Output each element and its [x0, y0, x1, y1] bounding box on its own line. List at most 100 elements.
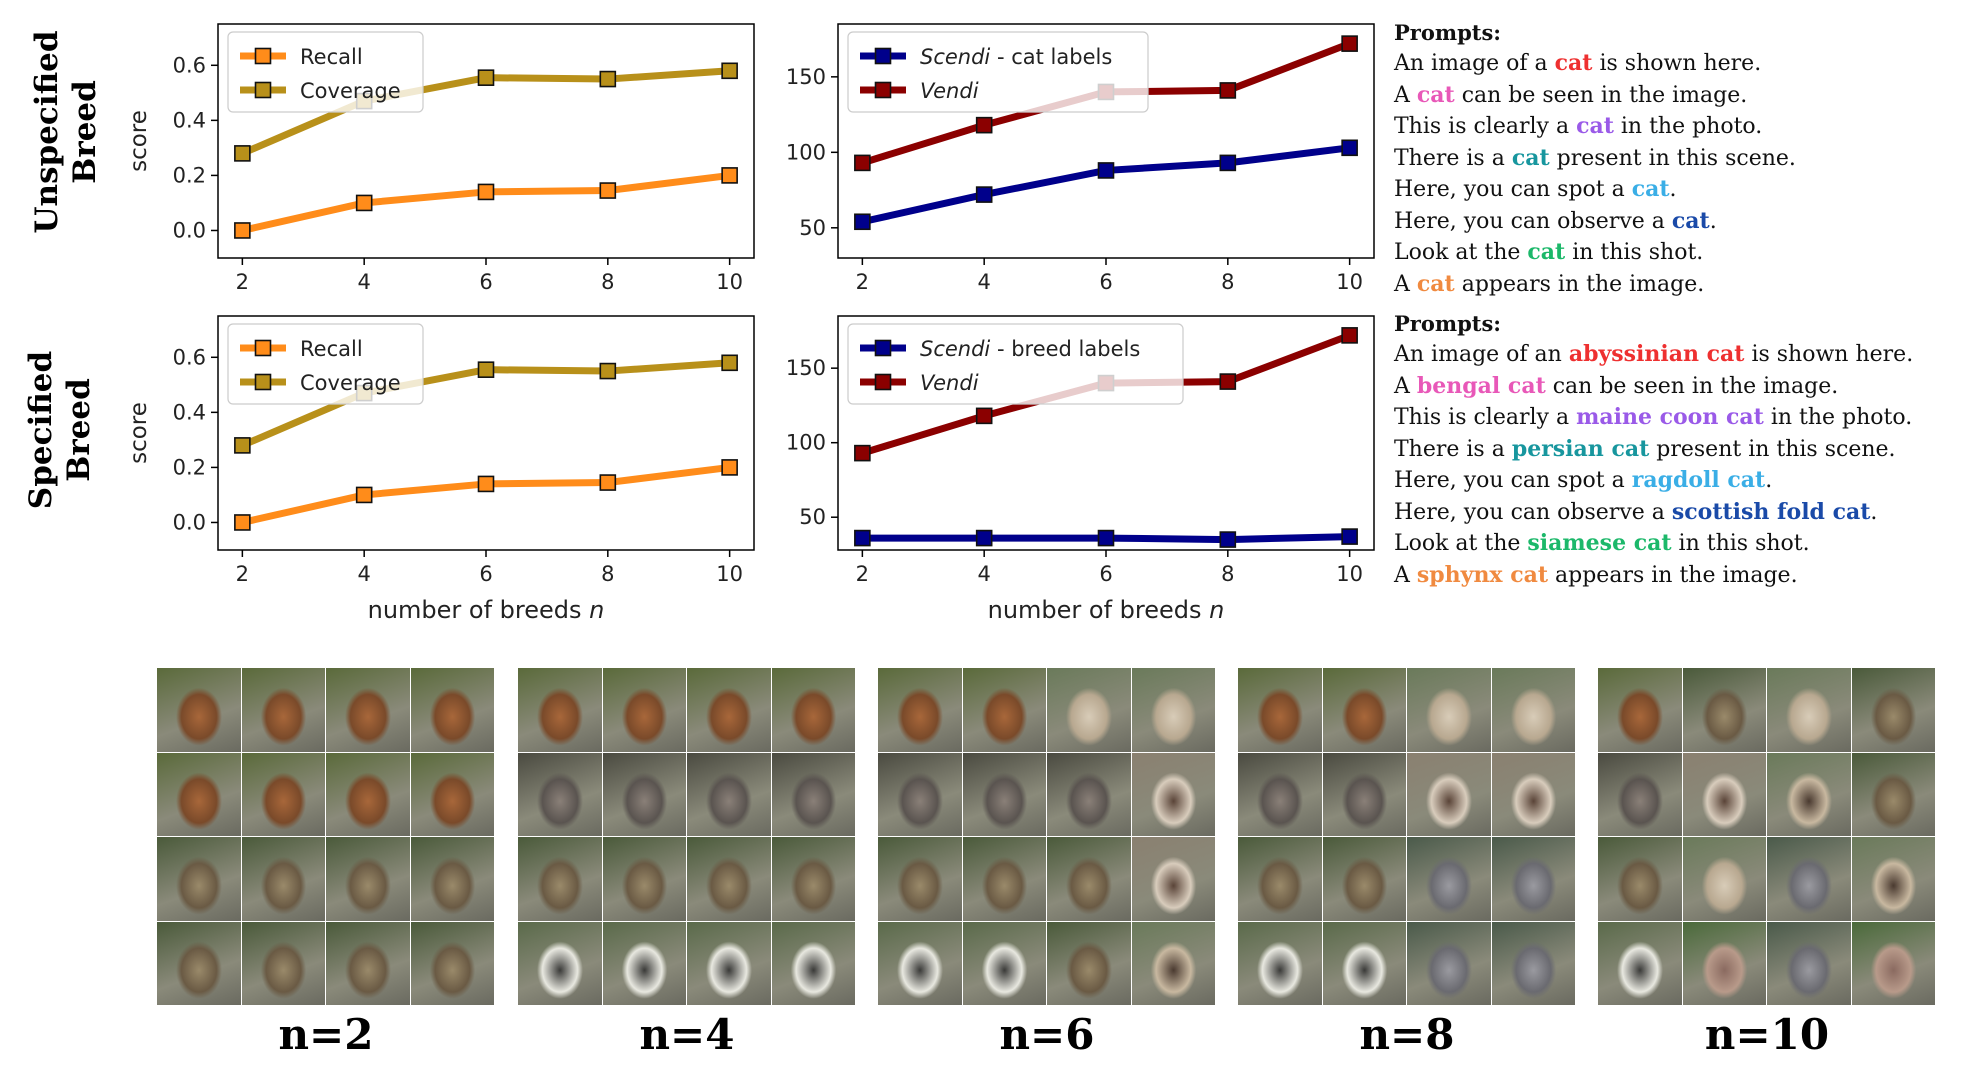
prompts-title: Prompts:	[1394, 20, 1502, 45]
y-tick-label: 0.0	[173, 510, 206, 534]
data-point	[477, 475, 495, 493]
data-point	[1097, 529, 1115, 547]
prompt-line: This is clearly a cat in the photo.	[1394, 111, 1796, 143]
prompt-highlight: cat	[1631, 176, 1670, 202]
prompt-highlight: cat	[1576, 113, 1614, 139]
legend-marker	[254, 47, 272, 65]
prompt-highlight: persian cat	[1511, 435, 1650, 462]
data-point	[477, 183, 495, 201]
image-grid-n=2	[157, 668, 495, 1006]
prompt-line: A cat appears in the image.	[1394, 269, 1796, 301]
prompt-text: A	[1394, 82, 1417, 108]
prompt-highlight: cat	[1554, 50, 1593, 76]
cat-photo	[326, 837, 410, 921]
series-scendi	[854, 139, 1358, 231]
cat-photo	[1131, 752, 1216, 837]
cat-photo	[1131, 668, 1216, 752]
series-scendi	[854, 528, 1358, 548]
prompt-line: Look at the cat in this shot.	[1394, 237, 1796, 269]
chart-2: 2 4 6 8 10 50 100 150 Scendi - cat labels Vendi	[786, 23, 1375, 294]
grid-caption: n=10	[1704, 1010, 1830, 1059]
x-tick-label: 6	[479, 270, 492, 294]
cat-photo	[687, 752, 771, 837]
cat-photo	[410, 921, 495, 1006]
prompt-line: A sphynx cat appears in the image.	[1394, 560, 1913, 592]
prompt-line: There is a persian cat present in this s…	[1394, 434, 1913, 466]
data-point	[1219, 531, 1237, 548]
x-tick-label: 2	[856, 562, 869, 586]
row-label-line: Breed	[61, 378, 97, 482]
cat-photo	[1851, 921, 1936, 1006]
y-tick-label: 50	[799, 216, 826, 240]
cat-photo	[771, 752, 856, 837]
cat-photo	[241, 921, 326, 1006]
x-axis-label: number of breeds n	[368, 596, 605, 624]
prompt-text: appears in the image.	[1548, 562, 1798, 588]
y-tick-label: 0.4	[173, 400, 206, 424]
prompt-text: in the photo.	[1613, 114, 1763, 139]
legend-marker	[874, 81, 892, 99]
prompt-highlight: cat	[1416, 81, 1455, 108]
data-point	[234, 222, 251, 239]
x-tick-label: 4	[977, 270, 990, 294]
x-tick-label: 10	[1336, 270, 1363, 294]
cat-photo	[687, 668, 771, 752]
prompt-text: Look at the	[1394, 240, 1528, 265]
x-tick-label: 8	[601, 270, 614, 294]
legend-label: Scendi - cat labels	[920, 45, 1112, 69]
prompt-text: .	[1870, 499, 1878, 525]
prompt-text: present in this scene.	[1549, 145, 1796, 171]
cat-photo	[1767, 837, 1851, 921]
cat-photo	[1767, 921, 1851, 1006]
x-axis-label-variable: n	[1209, 596, 1224, 624]
cat-photo	[1322, 921, 1407, 1006]
prompt-line: Here, you can observe a scottish fold ca…	[1394, 497, 1913, 529]
image-grid-n=10	[1598, 668, 1936, 1006]
prompt-line: A bengal cat can be seen in the image.	[1394, 371, 1913, 403]
data-point	[234, 514, 251, 531]
legend-label: Vendi	[920, 371, 979, 395]
x-axis-label-text: number of breeds	[988, 596, 1210, 624]
cat-photo	[1491, 921, 1576, 1006]
cat-photo	[410, 668, 495, 752]
cat-photo	[241, 837, 326, 921]
row-label-specified-breed: Specified Breed	[22, 351, 98, 509]
prompt-text: present in this scene.	[1649, 436, 1896, 462]
cat-photo	[602, 837, 687, 921]
data-point	[234, 437, 251, 454]
prompt-text: in this shot.	[1565, 240, 1704, 265]
y-tick-label: 0.0	[173, 218, 206, 242]
cat-photo	[1047, 752, 1131, 837]
grid-caption: n=2	[278, 1010, 374, 1059]
grid-caption: n=8	[1359, 1010, 1455, 1059]
cat-photo	[1851, 668, 1936, 752]
prompt-line: Here, you can spot a ragdoll cat.	[1394, 465, 1913, 497]
legend-series-name: Scendi	[920, 45, 990, 69]
cat-photo	[962, 921, 1047, 1006]
data-point	[975, 407, 993, 425]
x-tick-label: 6	[479, 562, 492, 586]
image-grid-n=6	[878, 668, 1216, 1006]
legend-marker	[254, 373, 272, 391]
legend-box	[847, 31, 1149, 113]
prompt-text: .	[1669, 177, 1677, 202]
legend: Scendi - cat labels Vendi	[847, 31, 1149, 113]
prompt-text: Here, you can spot a	[1394, 177, 1632, 202]
data-point	[1341, 327, 1358, 344]
legend-label: Recall	[300, 45, 363, 69]
prompt-line: Look at the siamese cat in this shot.	[1394, 528, 1913, 560]
prompts-title: Prompts:	[1394, 311, 1502, 336]
legend-label: Scendi - breed labels	[920, 337, 1140, 361]
row-label-line: Unspecified	[29, 30, 65, 234]
prompt-highlight: cat	[1416, 270, 1455, 297]
y-tick-label: 0.2	[173, 163, 206, 187]
cat-photo	[518, 668, 602, 752]
cat-photo	[410, 837, 495, 921]
x-tick-label: 10	[716, 270, 743, 294]
x-axis-label-text: number of breeds	[368, 596, 590, 624]
data-point	[975, 116, 993, 134]
prompt-highlight: scottish fold cat	[1671, 498, 1871, 525]
prompt-text: can be seen in the image.	[1454, 82, 1748, 108]
x-tick-label: 10	[1336, 562, 1363, 586]
